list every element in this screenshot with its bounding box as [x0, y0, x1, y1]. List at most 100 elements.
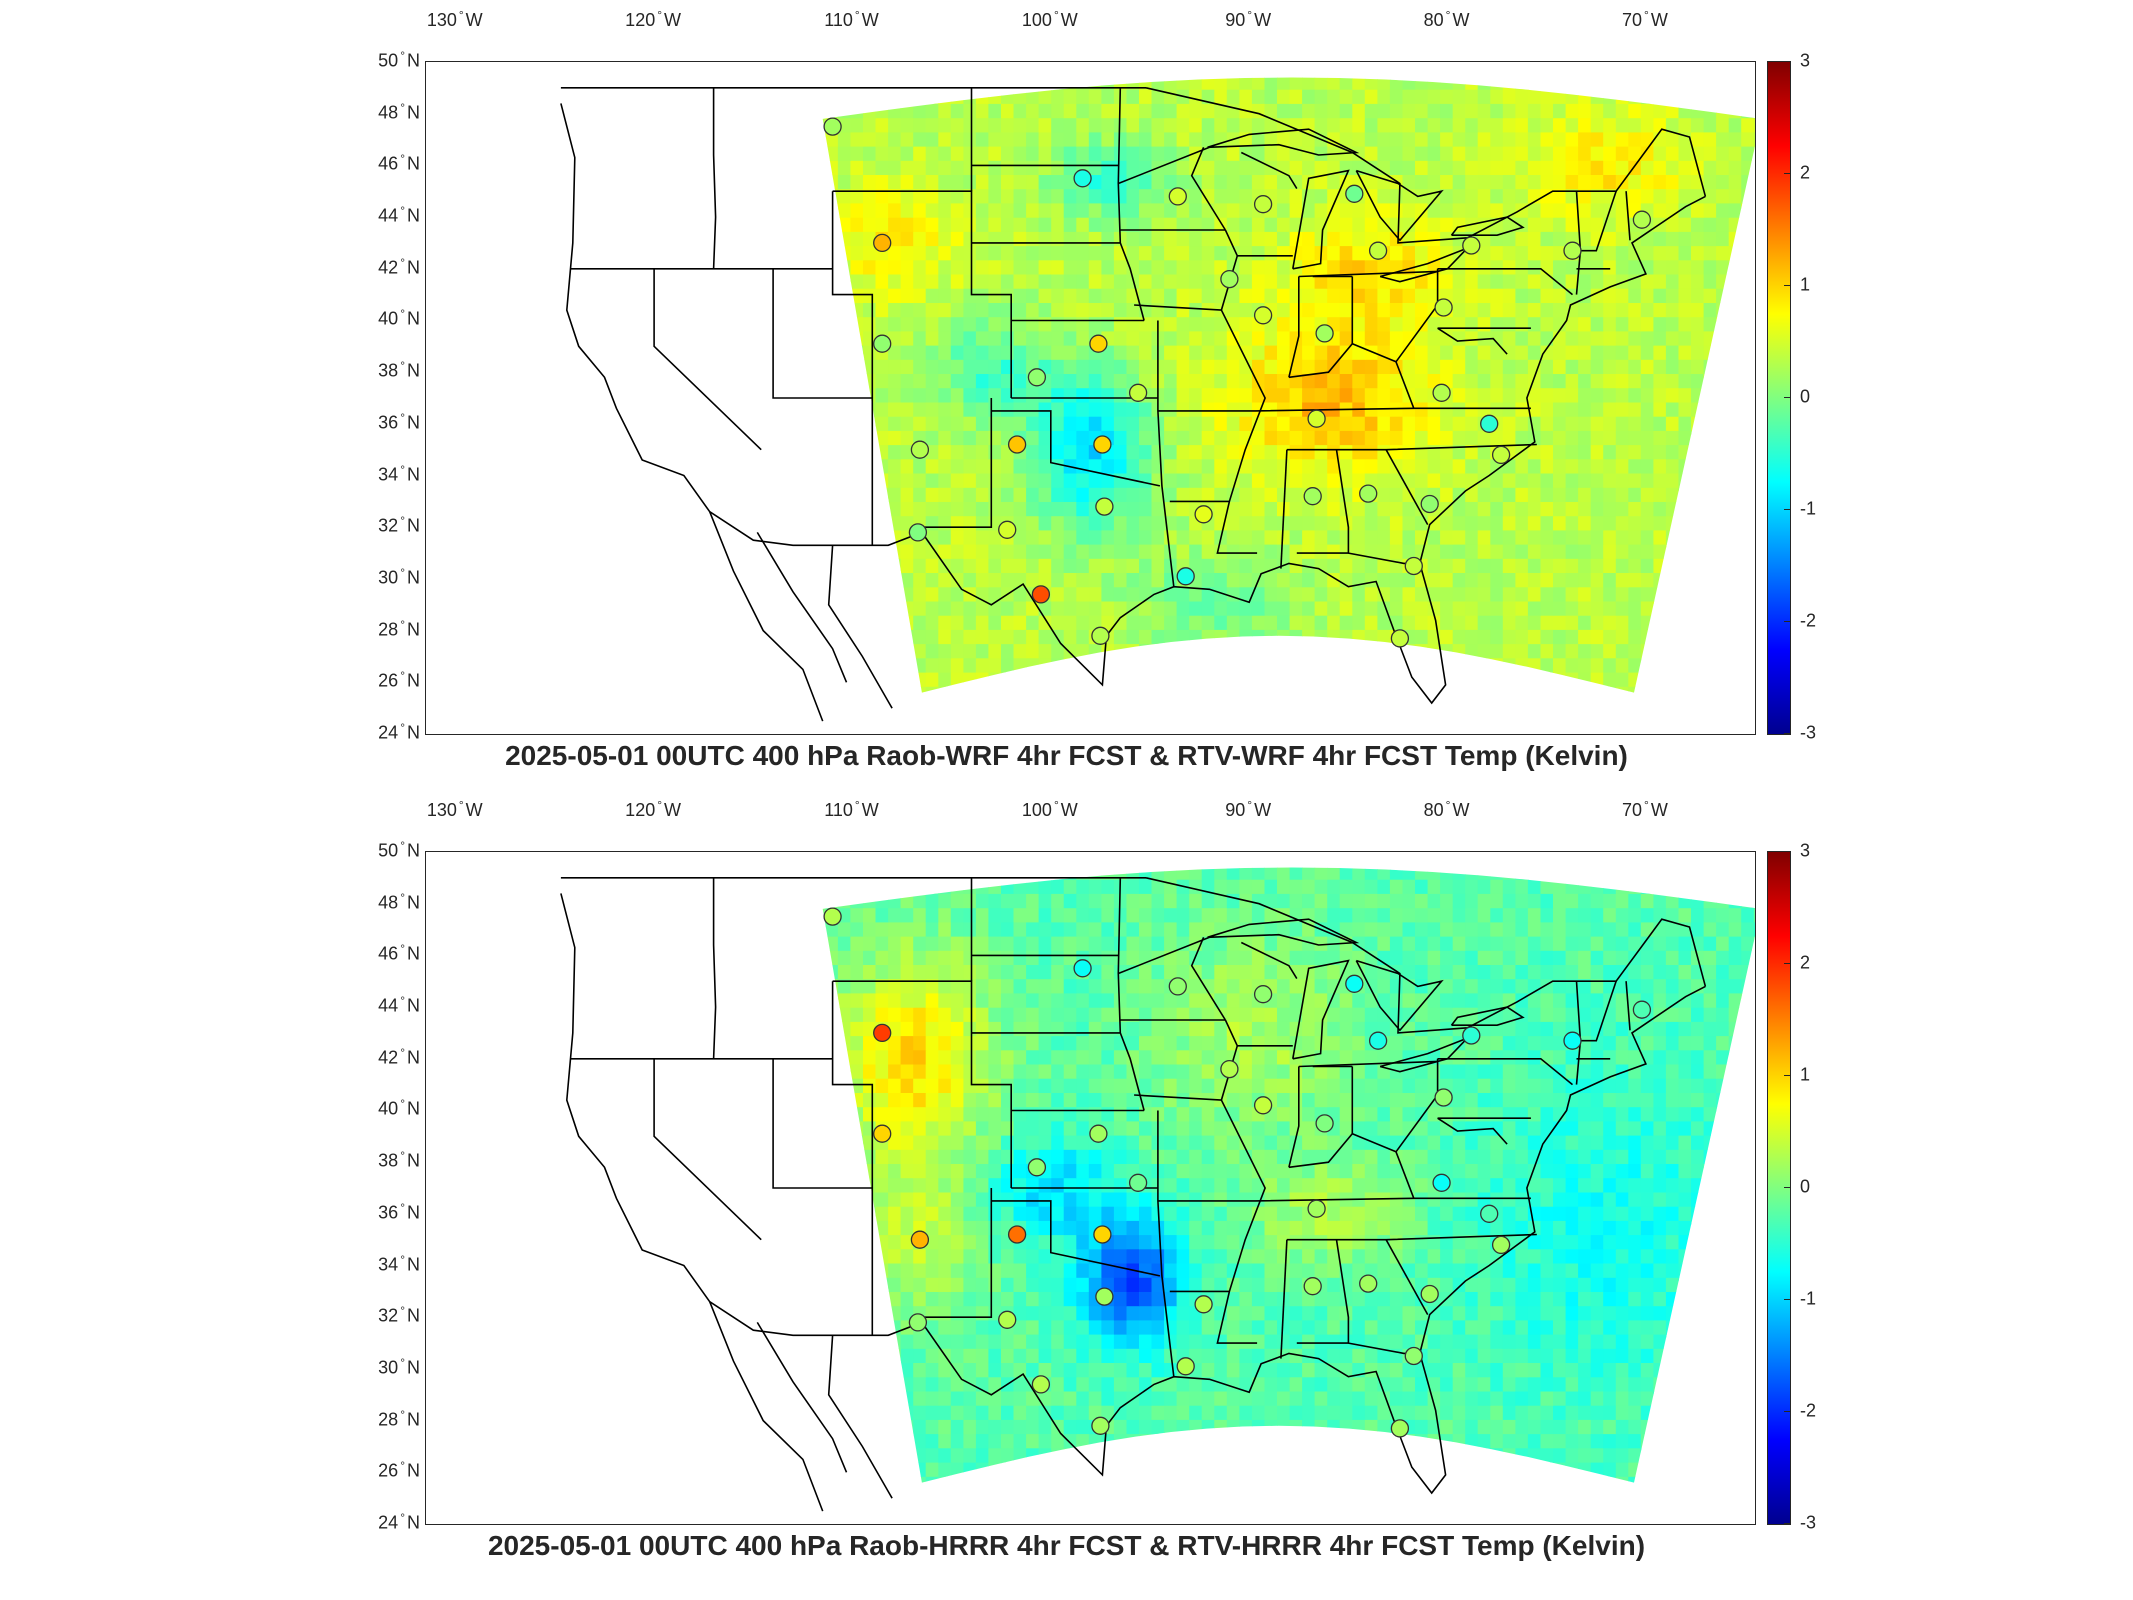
latitude-hemisphere: N: [407, 1460, 420, 1481]
longitude-label: 110 ° W: [824, 798, 879, 821]
raob-station-marker: [1176, 1357, 1195, 1376]
degree-symbol: °: [400, 151, 405, 166]
colorbar-tick-mark: [1784, 1075, 1790, 1076]
latitude-label: 44 ° N: [378, 204, 420, 227]
raob-station-marker: [1359, 1274, 1378, 1293]
state-border: [831, 191, 874, 546]
latitude-value: 44: [378, 995, 399, 1016]
latitude-value: 50: [378, 840, 399, 861]
latitude-hemisphere: N: [407, 464, 420, 485]
degree-symbol: °: [400, 1303, 405, 1318]
degree-symbol: °: [400, 358, 405, 373]
raob-station-marker: [1420, 1284, 1439, 1304]
raob-station-marker: [1027, 368, 1047, 387]
longitude-hemisphere: W: [1452, 10, 1470, 30]
latitude-value: 40: [378, 1098, 399, 1119]
degree-symbol: °: [1644, 798, 1649, 812]
longitude-label: 80 ° W: [1424, 798, 1470, 821]
state-border: [1296, 449, 1350, 554]
state-border: [1298, 1060, 1438, 1068]
latitude-hemisphere: N: [407, 619, 420, 640]
raob-station-marker: [873, 1124, 892, 1143]
raob-station-marker: [823, 907, 842, 926]
raob-station-marker: [1007, 435, 1027, 454]
state-border: [831, 981, 874, 1336]
raob-station-marker: [873, 1023, 892, 1043]
longitude-hemisphere: W: [1254, 10, 1272, 30]
degree-symbol: °: [400, 1407, 405, 1422]
colorbar-tick-mark: [1784, 173, 1790, 174]
raob-station-marker: [1220, 269, 1239, 289]
longitude-label: 70 ° W: [1622, 798, 1668, 821]
latitude-hemisphere: N: [407, 1098, 420, 1119]
longitude-hemisphere: W: [1650, 800, 1668, 820]
state-border: [832, 980, 1012, 1188]
latitude-label: 28 ° N: [378, 617, 420, 640]
great-lake: [1355, 959, 1444, 1032]
state-border: [1437, 1058, 1574, 1086]
degree-symbol: °: [400, 1148, 405, 1163]
longitude-hemisphere: W: [664, 10, 682, 30]
raob-station-marker: [1073, 959, 1092, 978]
temperature-field: [822, 867, 1755, 1483]
raob-station-marker: [1128, 383, 1148, 402]
latitude-label: 32 ° N: [378, 1303, 420, 1327]
degree-symbol: °: [458, 8, 464, 22]
raob-station-marker: [1345, 184, 1364, 203]
colorbar-tick-label: 2: [1800, 952, 1811, 973]
raob-station-marker: [1095, 1287, 1114, 1306]
latitude-value: 34: [378, 1254, 399, 1275]
latitude-value: 46: [378, 943, 399, 964]
great-lake: [1450, 1006, 1525, 1026]
degree-symbol: °: [400, 838, 405, 853]
map-plot-area[interactable]: [425, 61, 1756, 735]
map-svg: [560, 77, 1755, 722]
latitude-hemisphere: N: [407, 515, 420, 536]
state-border: [712, 87, 717, 269]
raob-station-marker: [1563, 241, 1582, 260]
raob-station-marker: [1168, 977, 1187, 996]
colorbar-tick-mark: [1784, 285, 1790, 286]
longitude-hemisphere: W: [1060, 800, 1078, 820]
raob-station-marker: [910, 1230, 930, 1249]
state-border: [1157, 1197, 1531, 1202]
state-border: [1288, 268, 1439, 379]
latitude-value: 38: [378, 1150, 399, 1171]
raob-station-marker: [1089, 334, 1108, 353]
state-border: [1298, 270, 1438, 278]
latitude-hemisphere: N: [407, 722, 420, 743]
colorbar-tick-label: 1: [1800, 1064, 1811, 1085]
baja-coast: [708, 511, 824, 722]
degree-symbol: °: [400, 255, 405, 270]
map-plot-area[interactable]: [425, 851, 1756, 1525]
state-border: [712, 877, 717, 1059]
state-border: [1437, 268, 1574, 296]
latitude-value: 50: [378, 50, 399, 71]
great-lake: [1379, 247, 1468, 283]
longitude-value: 110: [824, 10, 853, 30]
latitude-hemisphere: N: [407, 1409, 420, 1430]
raob-station-marker: [1220, 1059, 1239, 1079]
temperature-field: [822, 77, 1755, 693]
degree-symbol: °: [1053, 8, 1059, 22]
state-border: [1625, 191, 1631, 241]
degree-symbol: °: [400, 1458, 405, 1473]
latitude-hemisphere: N: [407, 1512, 420, 1533]
degree-symbol: °: [400, 668, 405, 683]
longitude-hemisphere: W: [1060, 10, 1078, 30]
raob-station-marker: [1095, 497, 1114, 516]
panel-title: 2025-05-01 00UTC 400 hPa Raob-WRF 4hr FC…: [505, 740, 1628, 771]
longitude-hemisphere: W: [465, 800, 483, 820]
raob-station-marker: [1420, 494, 1439, 514]
raob-station-marker: [1091, 626, 1110, 645]
degree-symbol: °: [854, 8, 860, 22]
colorbar-tick-label: 1: [1800, 274, 1811, 295]
longitude-hemisphere: W: [861, 10, 879, 30]
longitude-hemisphere: W: [1254, 800, 1272, 820]
longitude-label: 130 ° W: [427, 8, 483, 31]
colorbar-tick-mark: [1784, 621, 1790, 622]
colorbar-tick-label: -3: [1800, 1512, 1817, 1533]
state-border: [1288, 1058, 1439, 1169]
colorbar-tick-mark: [1784, 963, 1790, 964]
latitude-label: 38 ° N: [378, 1148, 420, 1172]
